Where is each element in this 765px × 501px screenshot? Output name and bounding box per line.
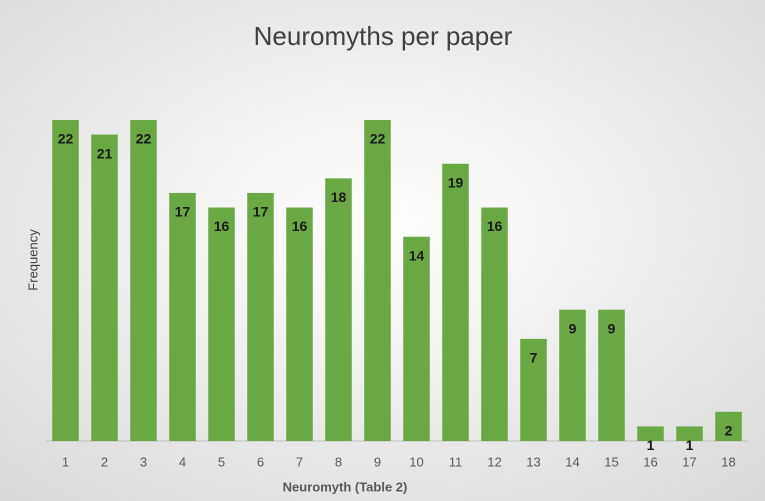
x-tick-label: 10 [409,454,423,469]
data-label: 1 [686,437,694,453]
data-label: 22 [136,131,152,147]
data-label: 14 [409,247,425,263]
bar [520,338,547,441]
x-tick-label: 13 [526,454,540,469]
bar [676,426,703,441]
data-label: 17 [175,204,191,220]
bar [325,178,352,441]
chart-title: Neuromyths per paper [254,21,513,51]
x-tick-label: 12 [487,454,501,469]
data-label: 2 [725,423,733,439]
bar [481,207,508,441]
bar [403,236,430,441]
x-tick-label: 8 [335,454,342,469]
x-tick-label: 16 [643,454,657,469]
x-tick-label: 1 [62,454,69,469]
data-label: 9 [569,320,577,336]
bar [598,309,625,441]
bar [442,163,469,442]
data-label: 17 [253,204,269,220]
x-tick-label: 6 [257,454,264,469]
data-label: 19 [448,174,464,190]
bar [52,120,79,441]
bar [559,309,586,441]
x-tick-label: 18 [721,454,735,469]
bar [208,207,235,441]
bar [364,120,391,441]
x-tick-label: 3 [140,454,147,469]
data-label: 16 [292,218,308,234]
x-axis-title: Neuromyth (Table 2) [283,479,408,494]
data-label: 16 [487,218,503,234]
bar [286,207,313,441]
data-label: 21 [97,145,113,161]
bar [715,411,742,441]
data-label: 7 [530,350,538,366]
y-axis-title: Frequency [25,229,40,291]
x-tick-label: 5 [218,454,225,469]
data-label: 18 [331,189,347,205]
x-tick-label: 7 [296,454,303,469]
x-tick-label: 14 [565,454,579,469]
data-label: 9 [608,320,616,336]
data-label: 22 [370,131,386,147]
bar [637,426,664,441]
x-tick-label: 2 [101,454,108,469]
data-label: 1 [647,437,655,453]
bar [91,134,118,441]
x-tick-label: 11 [449,454,463,469]
bar [130,120,157,441]
data-label: 16 [214,218,230,234]
bar [247,192,274,441]
x-tick-label: 4 [179,454,186,469]
bar [169,192,196,441]
x-tick-label: 9 [374,454,381,469]
x-tick-label: 15 [604,454,618,469]
x-tick-label: 17 [682,454,696,469]
data-label: 22 [58,131,74,147]
